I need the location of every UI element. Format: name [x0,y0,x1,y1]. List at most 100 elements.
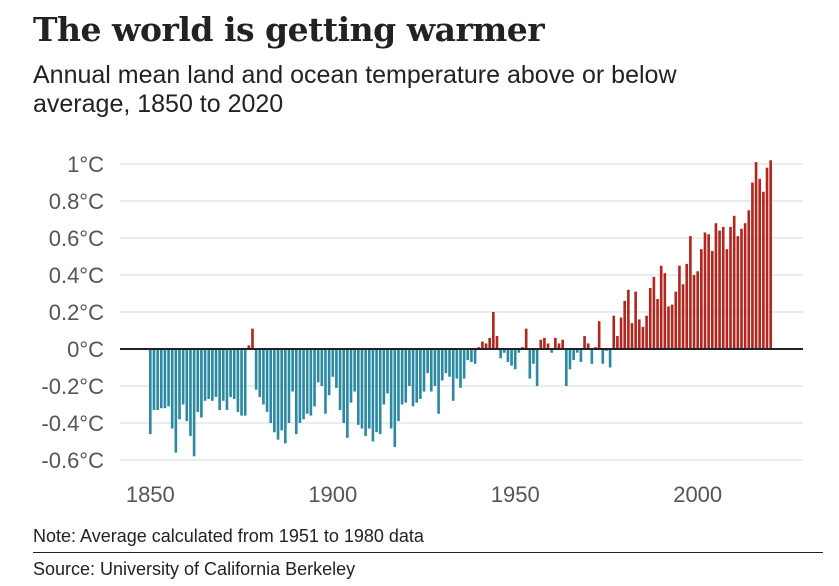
bar-1904 [346,349,349,438]
bar-1861 [189,349,192,436]
bar-1950 [513,349,517,370]
bar-1891 [298,349,302,423]
bar-2015 [751,182,754,349]
bar-1894 [309,349,313,416]
bar-1928 [433,349,437,386]
bar-1903 [342,349,346,423]
bar-1918 [397,349,400,422]
bar-1868 [214,349,218,398]
bar-1850 [149,349,152,435]
bar-1980 [623,300,627,349]
bar-1999 [692,275,696,349]
bar-1946 [499,349,502,359]
bar-1864 [200,349,203,418]
bar-1998 [689,236,692,349]
chart-title: The world is getting warmer [33,10,545,49]
bar-2000 [696,271,699,349]
bar-1996 [681,284,685,349]
bar-1941 [481,341,484,349]
bar-1858 [178,349,181,420]
bar-1905 [349,349,353,403]
bar-1923 [415,349,419,403]
bar-1911 [371,349,375,442]
bar-1915 [386,349,389,394]
x-tick-label: 1900 [308,482,357,507]
bar-1979 [619,317,623,349]
bar-1873 [232,349,236,399]
bar-1963 [561,339,564,349]
bar-1883 [269,349,273,423]
y-tick-label: 0.4°C [49,263,104,288]
bar-2012 [740,228,743,349]
bar-1895 [313,349,316,407]
bar-1886 [280,349,283,431]
bar-1986 [645,315,648,349]
bar-1877 [247,345,251,349]
bar-1995 [678,265,681,349]
bar-1871 [225,349,229,411]
bar-1992 [667,306,670,349]
bar-1866 [207,349,211,399]
bar-1914 [382,349,386,405]
bar-1908 [360,349,364,429]
bar-1913 [378,349,382,435]
bar-1910 [367,349,371,429]
bar-1978 [616,336,619,349]
y-tick-label: -0.6°C [41,448,104,473]
bar-1932 [448,349,451,377]
bars [149,160,772,457]
bar-1916 [389,349,393,429]
bar-1985 [641,326,645,349]
bar-1896 [316,349,320,383]
bar-1921 [408,349,411,386]
bar-1872 [229,349,232,398]
bar-1882 [265,349,269,412]
bar-1990 [659,265,663,349]
bar-1893 [305,349,309,414]
y-tick-label: -0.4°C [41,411,104,436]
bar-1859 [181,349,185,405]
bar-1901 [335,349,338,388]
bar-1983 [634,291,637,349]
bar-1955 [532,349,535,364]
x-tick-label: 2000 [673,482,722,507]
bar-1865 [203,349,207,401]
y-tick-label: 0°C [67,337,104,362]
bar-1976 [608,349,612,368]
bar-1939 [473,349,477,364]
bar-1994 [674,291,678,349]
bar-1965 [568,349,572,370]
bar-1851 [152,349,156,411]
bar-1917 [393,349,397,448]
bar-1863 [196,349,200,412]
bar-2007 [721,226,725,349]
bar-1942 [484,343,488,349]
bar-1880 [258,349,262,398]
bar-1947 [502,349,506,353]
bar-1962 [557,343,561,349]
bar-1987 [648,287,652,349]
bar-1931 [444,349,448,374]
bar-1957 [539,339,543,349]
bar-1984 [637,319,641,349]
bar-1959 [546,343,550,349]
bar-1870 [221,349,225,401]
bar-1869 [218,349,221,411]
bar-1907 [357,349,360,425]
bar-1954 [528,349,532,379]
bar-1857 [174,349,178,453]
bar-1881 [262,349,265,405]
bar-1966 [572,349,575,361]
bar-1977 [612,315,616,349]
bar-1856 [170,349,174,429]
bar-1867 [211,349,214,401]
bar-1888 [287,349,291,423]
bar-2010 [732,215,736,349]
bar-1924 [419,349,422,399]
bar-1949 [510,349,513,366]
bar-1968 [579,349,583,362]
bar-2004 [710,250,714,349]
bar-1945 [495,336,499,349]
bar-1933 [451,349,455,401]
bar-1944 [492,312,495,349]
